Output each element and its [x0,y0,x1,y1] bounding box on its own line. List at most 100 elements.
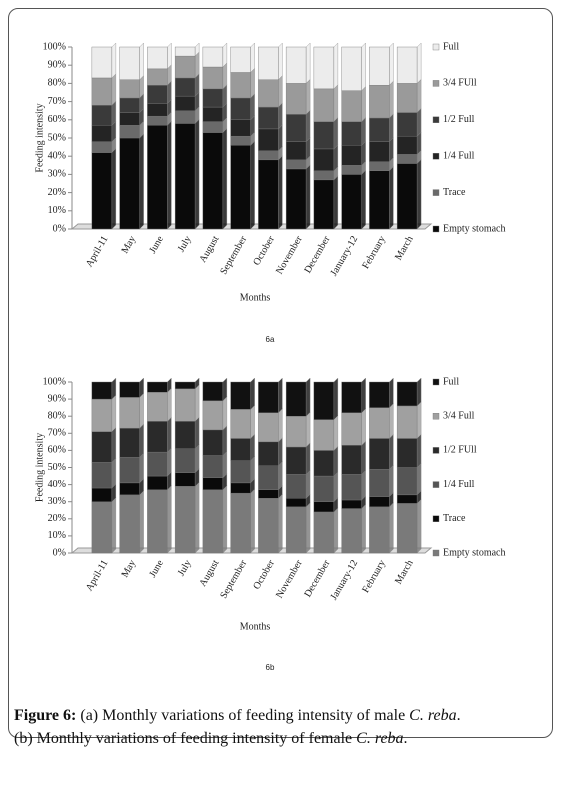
bar-segment [174,486,196,554]
bar-side [222,377,228,402]
bar-side [222,42,228,68]
bar-segment [396,154,418,164]
legend-swatch [432,43,440,51]
x-tick-label: February [360,558,388,595]
bar-segment [174,472,196,487]
x-tick-label: April-11 [84,234,111,269]
bar-segment [258,79,279,108]
bar-segment [202,121,224,133]
x-tick-label: September [218,558,249,601]
caption-line: Figure 6: (a) Monthly variations of feed… [14,704,461,727]
legend-swatch [432,481,440,488]
bar-segment [341,445,362,475]
bar-segment [119,97,140,113]
species: C. reba [409,707,457,724]
bar-segment [119,125,140,139]
bar-segment [341,46,362,91]
y-tick-label: 20% [48,187,66,198]
x-tick-label: August [197,558,221,589]
bar-segment [230,460,251,484]
bar-segment [285,141,307,161]
x-axis-label: Months [240,292,271,303]
bar-segment [230,97,251,120]
bar-side [111,73,117,106]
bar-segment [258,159,279,230]
x-tick-label: December [302,234,332,276]
bar-segment [396,163,418,230]
y-tick-label: 90% [48,393,66,404]
bar-segment [230,46,251,73]
bar-side [305,42,311,84]
x-tick-label: December [302,558,332,600]
bar-segment [147,392,168,422]
bar-segment [230,492,251,554]
bar-side [389,433,394,470]
bar-segment [147,451,168,477]
bar-side [305,469,311,499]
legend-label: Empty stomach [443,223,506,234]
x-tick-label: June [147,234,166,256]
x-tick-label: March [393,558,416,586]
bar-side [167,387,172,422]
bar-segment [202,400,224,431]
bar-side [250,456,255,484]
bar-side [278,155,283,230]
bar-side [278,124,283,152]
bar-segment [230,119,251,137]
bar-side [389,113,394,143]
bar-segment [285,381,307,417]
bar-side [416,401,422,439]
bar-segment [91,501,113,554]
legend-swatch [432,447,440,454]
bar-segment [285,446,307,475]
bar-side [222,485,228,554]
bar-segment [285,46,307,84]
bar-segment [91,141,113,153]
caption-line: (b) Monthly variations of feeding intens… [14,727,461,750]
bar-side [222,425,228,457]
legend-swatch [432,515,440,522]
bar-segment [147,489,168,554]
bar-segment [396,467,418,496]
figure: 0% 10% 20% 30% 40% 50% 60% 70% 80% 90% 100% Feeding… [34,41,506,672]
bar-side [194,416,200,450]
bar-segment [91,431,113,463]
y-tick-label: 80% [48,410,66,421]
x-tick-label: November [274,234,305,277]
bar-side [194,42,200,57]
y-tick-label: 20% [48,513,66,524]
bar-segment [202,489,224,554]
bar-side [278,461,283,491]
legend-swatch [432,549,440,557]
bar-side [305,377,311,417]
bar-segment [258,441,279,466]
bar-segment [341,121,362,146]
bar-segment [119,494,140,554]
legend-swatch [432,413,440,420]
bar-side [111,42,117,79]
bar-segment [230,409,251,439]
legend-label: 1/4 Full [443,479,475,490]
bar-segment [91,487,113,502]
bar-side [416,463,422,496]
x-tick-label: August [197,234,221,265]
bar-segment [202,477,224,490]
bar-side [416,158,422,230]
bar-segment [174,46,196,57]
bar-side [333,144,339,172]
bar-side [416,377,422,407]
bar-segment [341,174,362,230]
y-tick-label: 10% [48,530,66,541]
bar-segment [369,85,390,119]
bar-segment [91,105,113,126]
bar-side [305,78,311,115]
bar-side [416,78,422,114]
bar-side [305,411,311,448]
bar-side [361,169,366,230]
y-tick-label: 0% [53,223,66,234]
x-tick-label: September [218,234,249,277]
bar-side [333,507,339,554]
x-tick-label: July [176,558,194,578]
legend-label: 1/2 FUll [443,445,477,456]
bar-segment [396,405,418,439]
